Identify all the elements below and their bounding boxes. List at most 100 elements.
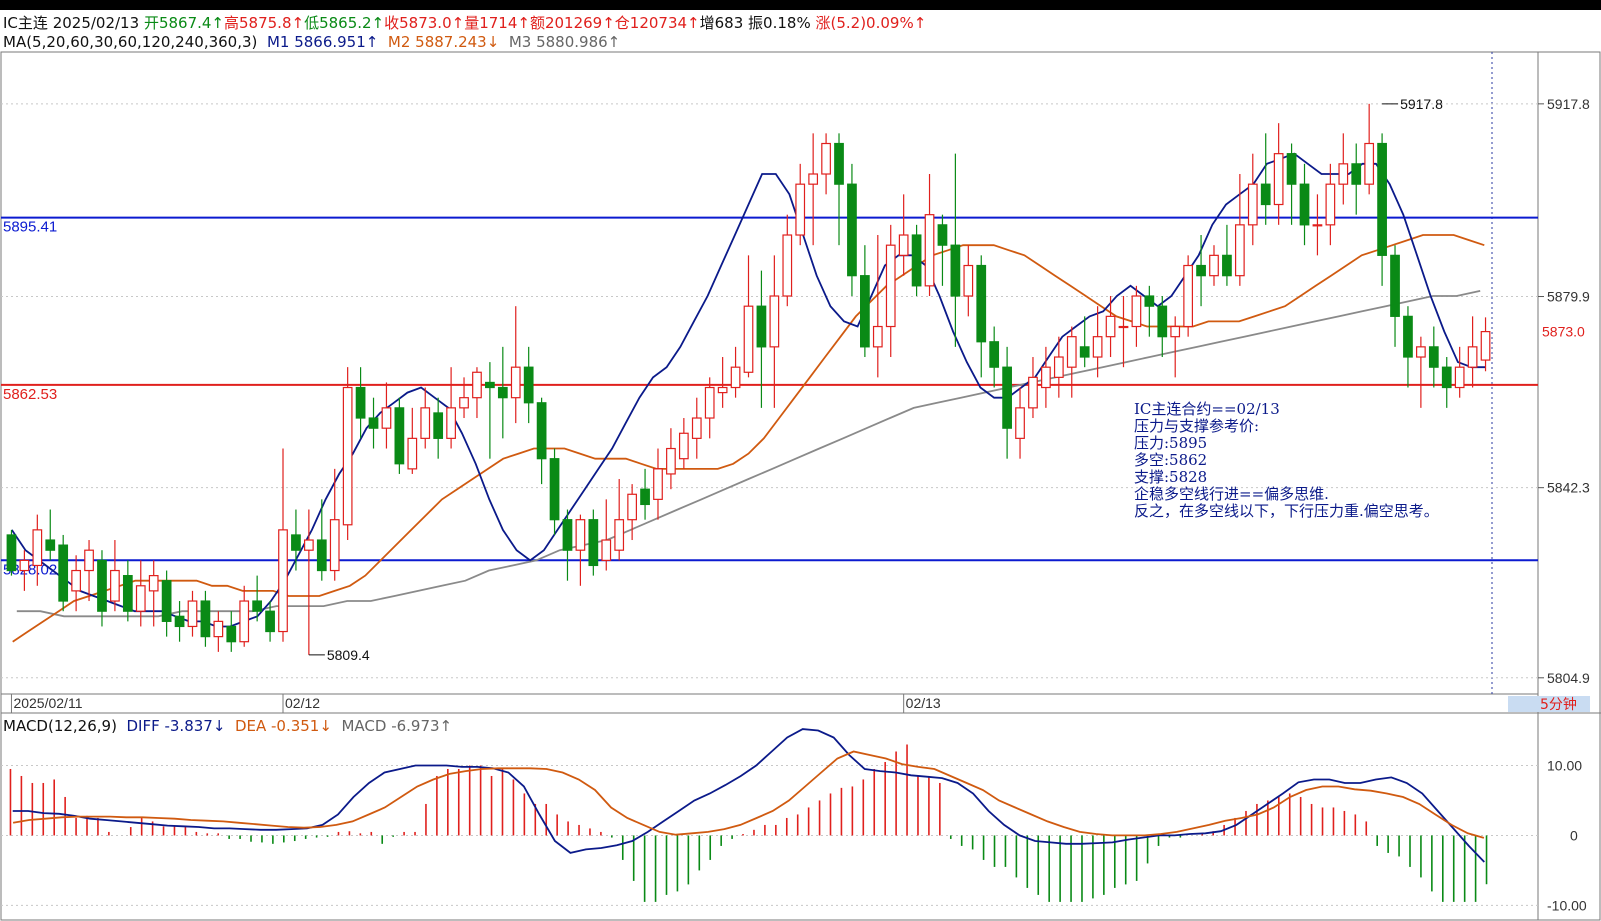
candle-body [1002, 366, 1012, 429]
candle-body [1105, 315, 1116, 338]
note-line: 压力与支撑参考价: [1134, 417, 1260, 435]
candle-body [459, 397, 469, 409]
candle-body [950, 244, 961, 297]
candle-body [588, 519, 599, 567]
candle-body [821, 142, 831, 175]
diff-legend: DIFF -3.837↓ [126, 717, 226, 735]
quote-header: IC主连 2025/02/13 开5867.4↑高5875.8↑低5865.2↑… [3, 12, 926, 33]
candle-body [860, 275, 870, 348]
candle-body [174, 615, 185, 628]
ma-params: MA(5,20,60,30,60,120,240,360,3) [3, 33, 258, 51]
date-label: 02/13 [906, 695, 941, 711]
candle-body [1390, 254, 1400, 317]
candle-body [1428, 346, 1439, 368]
candle-body [32, 529, 43, 567]
extreme-label: 5917.8 [1400, 96, 1443, 112]
candle-body [1222, 254, 1232, 277]
candle-body [1364, 142, 1375, 185]
candle-body [1312, 224, 1323, 227]
candle-body [342, 386, 353, 526]
open-value: 开5867.4↑ [143, 14, 224, 32]
current-price-label: 5873.0 [1542, 324, 1585, 340]
candle-body [122, 575, 133, 612]
m2-line [12, 234, 1485, 643]
candle-body [1028, 376, 1038, 409]
price-tick-label: 5804.9 [1547, 670, 1590, 686]
candle-body [1079, 346, 1090, 358]
candle-body [1196, 264, 1206, 277]
extreme-label: 5809.4 [327, 647, 370, 663]
candle-body [1441, 366, 1452, 389]
low-value: 低5865.2↑ [304, 14, 385, 32]
candle-body [1015, 407, 1025, 439]
candle-body [1416, 346, 1426, 358]
candle-body [834, 142, 844, 185]
candle-body [510, 366, 521, 399]
candle-body [1403, 315, 1413, 358]
candle-body [691, 417, 702, 439]
dea-legend: DEA -0.351↓ [234, 717, 332, 735]
chart-frame [0, 51, 1601, 921]
candle-body [1338, 163, 1349, 185]
candle-body [795, 183, 806, 236]
candle-body [1066, 336, 1077, 368]
candle-body [1480, 331, 1491, 361]
macd-tick-label: 10.00 [1547, 757, 1582, 773]
period-label: 5分钟 [1540, 696, 1577, 713]
candle-body [898, 234, 909, 256]
candle-body [1209, 254, 1219, 277]
candle-body [549, 458, 560, 521]
candle-body [1260, 183, 1271, 206]
candle-body [291, 534, 301, 551]
m1-legend: M1 5866.951↑ [266, 33, 379, 51]
candle-body [963, 264, 974, 297]
candle-body [989, 341, 1000, 368]
candle-body [433, 412, 444, 439]
candle-body [1144, 295, 1155, 307]
candle-body [562, 519, 573, 551]
candle-body [71, 569, 81, 592]
candle-body [1131, 295, 1142, 328]
price-tick-label: 5842.3 [1547, 480, 1590, 496]
candle-body [407, 437, 418, 470]
candle-body [213, 620, 224, 638]
candle-body [135, 585, 146, 612]
candle-body [666, 447, 676, 475]
candle-body [148, 575, 159, 592]
candle-body [1041, 366, 1051, 389]
candle-body [6, 534, 17, 572]
candle-body [1286, 153, 1297, 185]
level-label: 5895.41 [3, 219, 57, 236]
candle-body [84, 549, 94, 572]
candle-body [485, 381, 495, 389]
increase-value: 增683 [699, 14, 744, 32]
level-label: 5862.53 [3, 386, 57, 403]
candle-body [1170, 325, 1181, 338]
macd-value-legend: MACD -6.973↑ [341, 717, 453, 735]
candle-body [976, 264, 987, 343]
macd-tick-label: 0 [1570, 827, 1578, 843]
candle-body [937, 224, 948, 246]
candle-body [640, 488, 650, 506]
volume-value: 量1714↑ [464, 14, 530, 32]
dea-line [12, 750, 1485, 839]
candle-body [472, 371, 482, 399]
candle-body [743, 305, 754, 373]
note-line: 反之，在多空线以下，下行压力重.偏空思考。 [1134, 502, 1439, 520]
candle-body [1157, 305, 1168, 338]
candle-body [278, 529, 288, 633]
candle-body [19, 559, 30, 572]
macd-params: MACD(12,26,9) [3, 717, 117, 735]
candle-body [730, 366, 741, 389]
outer-border [0, 51, 1601, 921]
candle-body [1351, 163, 1362, 185]
analysis-note: IC主连合约==02/13 压力与支撑参考价: 压力:5895 多空:5862 … [1134, 401, 1439, 520]
candle-body [1234, 224, 1245, 277]
date-label: 2025/02/13 [52, 14, 140, 32]
candle-body [110, 569, 120, 602]
candle-body [446, 407, 456, 439]
candle-body [1454, 366, 1465, 389]
candle-body [717, 386, 728, 394]
candle-body [265, 610, 275, 633]
